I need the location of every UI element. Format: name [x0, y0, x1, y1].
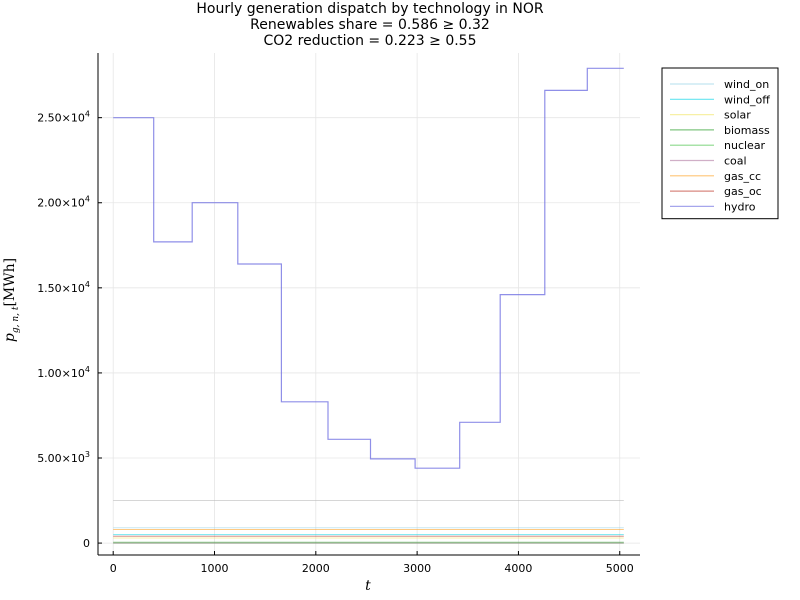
x-tick-label-3: 3000	[403, 562, 431, 575]
legend-label-wind_on: wind_on	[724, 78, 769, 91]
title-line-3: CO2 reduction = 0.223 ≥ 0.55	[263, 33, 476, 49]
y-axis-label: pg, n, t[MWh]	[2, 258, 21, 342]
x-tick-label-0: 0	[110, 562, 117, 575]
legend-label-nuclear: nuclear	[724, 139, 766, 152]
legend-label-coal: coal	[724, 155, 747, 168]
y-axis-subscript: g, n, t	[11, 306, 21, 333]
y-axis-symbol: p	[2, 333, 18, 342]
y-ticks: 0 5.00×103 1.00×104 1.50×104 2.00×104 2.50×10…	[37, 110, 102, 550]
legend-box	[661, 67, 779, 220]
axes	[97, 53, 640, 556]
x-tick-label-2: 2000	[302, 562, 330, 575]
y-axis-unit: [MWh]	[2, 258, 18, 307]
legend-label-gas_cc: gas_cc	[724, 170, 761, 183]
x-ticks: 0 1000 2000 3000 4000 5000	[110, 551, 634, 575]
series-line-hydro-8	[113, 67, 624, 469]
x-tick-label-1: 1000	[201, 562, 229, 575]
legend-label-hydro: hydro	[724, 200, 756, 213]
series-layer	[113, 67, 624, 544]
x-tick-label-5: 5000	[606, 562, 634, 575]
svg-text:pg, n, t[MWh]: pg, n, t[MWh]	[2, 258, 21, 342]
y-tick-label-4: 2.00×104	[37, 195, 90, 210]
x-tick-label-4: 4000	[504, 562, 532, 575]
y-tick-label-2: 1.00×104	[37, 365, 90, 380]
grid-lines	[98, 53, 640, 555]
x-axis-label: t	[365, 578, 371, 594]
legend-label-solar: solar	[724, 109, 751, 122]
y-tick-label-3: 1.50×104	[37, 280, 90, 295]
y-tick-label-0: 0	[83, 537, 90, 550]
legend-label-biomass: biomass	[724, 124, 770, 137]
title-line-1: Hourly generation dispatch by technology…	[196, 1, 543, 17]
y-tick-label-1: 5.00×103	[37, 450, 90, 465]
legend-label-wind_off: wind_off	[724, 93, 770, 106]
chart-title: Hourly generation dispatch by technology…	[196, 1, 543, 49]
title-line-2: Renewables share = 0.586 ≥ 0.32	[250, 17, 490, 33]
y-tick-label-5: 2.50×104	[37, 110, 90, 125]
legend-label-gas_oc: gas_oc	[724, 185, 762, 198]
